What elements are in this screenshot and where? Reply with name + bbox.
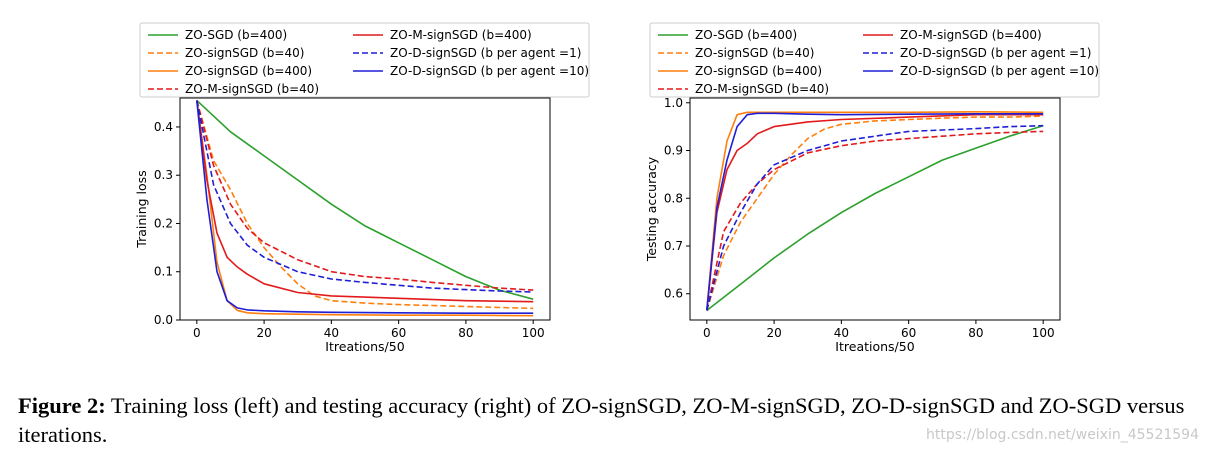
series-line-2 [706,115,1044,311]
watermark: https://blog.csdn.net/weixin_45521594 [925,427,1199,443]
series-layer [706,111,1044,312]
legend-box [649,22,1100,98]
series-line-3 [196,100,534,317]
series-line-6 [706,124,1044,311]
legend-label: ZO-SGD (b=400) [695,28,797,42]
x-ticks: 0 20 40 60 80 100 [193,320,545,340]
x-tick-label: 40 [834,326,849,340]
x-tick-label: 100 [522,326,545,340]
series-line-2 [196,100,534,310]
figure-label: Figure 2: [18,393,106,418]
training-loss-chart: 0 20 40 60 80 100 0.0 0.1 0.2 0.3 0.4 Itreations/… [134,22,590,354]
series-layer [196,99,534,317]
x-tick-label: 80 [458,326,473,340]
series-line-3 [706,111,1044,311]
series-line-5 [706,113,1044,311]
y-tick-label: 0.1 [154,265,173,279]
y-tick-label: 0.6 [664,287,683,301]
legend-label: ZO-signSGD (b=400) [185,64,312,78]
x-tick-label: 0 [703,326,711,340]
x-axis-label: Itreations/50 [835,339,914,354]
series-line-4 [196,100,534,291]
legend-label: ZO-D-signSGD (b per agent =10) [390,64,589,78]
plot-frame [689,97,1061,321]
x-tick-label: 60 [901,326,916,340]
y-tick-label: 1.0 [664,96,683,110]
plot-frame [179,97,551,321]
x-tick-label: 80 [968,326,983,340]
legend-label: ZO-D-signSGD (b per agent =1) [900,46,1091,60]
x-tick-label: 20 [256,326,271,340]
y-axis-label: Training loss [134,170,149,248]
legend-label: ZO-M-signSGD (b=40) [185,82,319,96]
y-tick-label: 0.3 [154,168,173,182]
legend: ZO-SGD (b=400) ZO-signSGD (b=40) ZO-signSG… [649,22,1100,98]
legend-label: ZO-D-signSGD (b per agent =1) [390,46,581,60]
legend-label: ZO-SGD (b=400) [185,28,287,42]
legend: ZO-SGD (b=400) ZO-signSGD (b=40) ZO-signSG… [139,22,590,98]
legend-label: ZO-M-signSGD (b=400) [900,28,1042,42]
series-line-4 [706,130,1044,311]
y-ticks: 0.6 0.7 0.8 0.9 1.0 [664,96,690,301]
series-line-1 [196,99,534,300]
legend-label: ZO-M-signSGD (b=40) [695,82,829,96]
figure-canvas: 0 20 40 60 80 100 0.0 0.1 0.2 0.3 0.4 Itreations/… [134,22,1100,354]
series-line-7 [196,100,534,315]
y-tick-label: 0.8 [664,191,683,205]
y-tick-label: 0.0 [154,313,173,327]
y-tick-label: 0.4 [154,120,173,134]
y-tick-label: 0.2 [154,216,173,230]
series-line-7 [706,112,1044,311]
y-tick-label: 0.7 [664,239,683,253]
testing-accuracy-chart: 0 20 40 60 80 100 0.6 0.7 0.8 0.9 1.0 Itreations/… [644,22,1100,354]
x-tick-label: 60 [391,326,406,340]
x-tick-label: 20 [766,326,781,340]
y-axis-label: Testing accuracy [644,156,659,262]
series-line-5 [196,100,534,303]
legend-label: ZO-signSGD (b=40) [185,46,304,60]
series-line-6 [196,100,534,293]
legend-box [139,22,590,98]
legend-label: ZO-M-signSGD (b=400) [390,28,532,42]
y-ticks: 0.0 0.1 0.2 0.3 0.4 [154,120,180,327]
x-tick-label: 40 [324,326,339,340]
legend-label: ZO-signSGD (b=40) [695,46,814,60]
caption-text: Training loss (left) and testing accurac… [18,393,1185,447]
legend-label: ZO-signSGD (b=400) [695,64,822,78]
x-tick-label: 0 [193,326,201,340]
series-line-1 [706,124,1044,312]
x-ticks: 0 20 40 60 80 100 [703,320,1055,340]
figure-caption: Figure 2: Training loss (left) and testi… [18,391,1208,449]
y-tick-label: 0.9 [664,144,683,158]
legend-label: ZO-D-signSGD (b per agent =10) [900,64,1099,78]
x-tick-label: 100 [1032,326,1055,340]
x-axis-label: Itreations/50 [325,339,404,354]
